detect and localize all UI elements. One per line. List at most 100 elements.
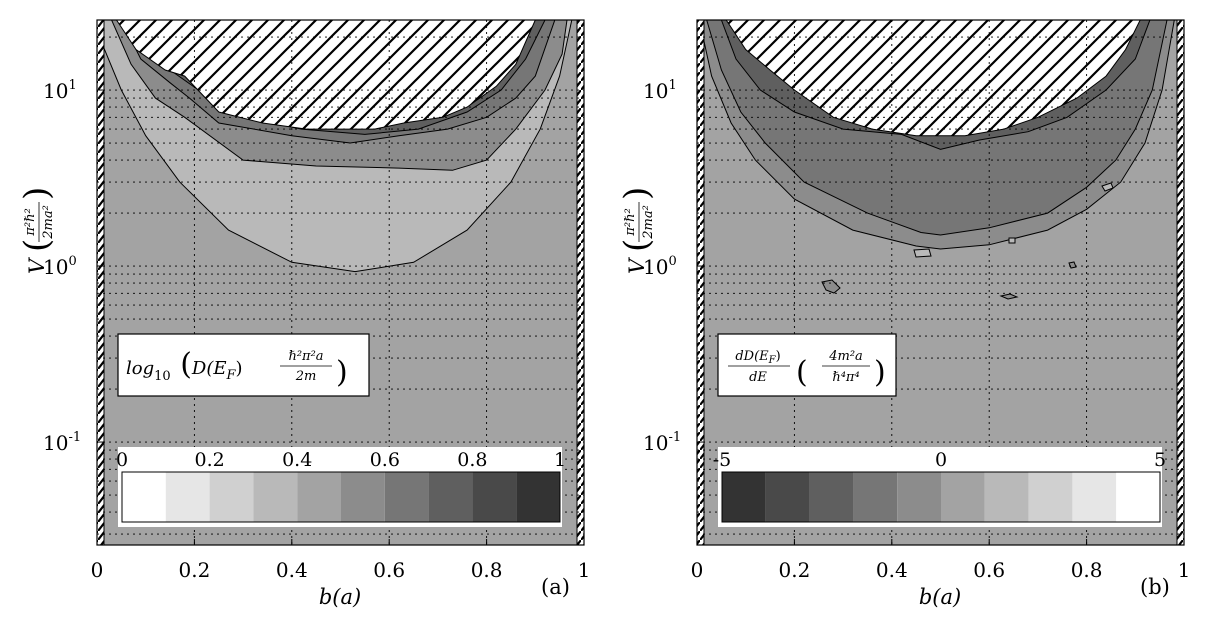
colorbar-label-a: 0.8 bbox=[457, 449, 487, 471]
colorbar-labels-a: 0 0.2 0.4 0.6 0.8 1 bbox=[116, 449, 566, 471]
legend-sub-a: 10 bbox=[154, 369, 171, 384]
colorbar-cell-a bbox=[384, 472, 429, 522]
legend-frac-num-b: dD(E bbox=[735, 349, 769, 364]
legend-argsub-a: F bbox=[226, 368, 237, 383]
x-axis-title-b: b(a) bbox=[919, 585, 961, 609]
colorbar-cell-a bbox=[165, 472, 210, 522]
island-2-b bbox=[999, 293, 1019, 300]
x-tick-label-b: 1 bbox=[1178, 558, 1191, 582]
legend-frac-den-a: 2m bbox=[295, 369, 317, 384]
colorbar-label-a: 0.6 bbox=[370, 449, 400, 471]
legend-func-a: log bbox=[126, 358, 154, 379]
colorbar-label-b: -5 bbox=[713, 449, 732, 471]
x-tick-label-b: 0.2 bbox=[778, 558, 810, 582]
y-axis-var-b: V bbox=[625, 257, 649, 274]
x-tick-label-a: 0 bbox=[91, 558, 104, 582]
colorbar-label-b: 5 bbox=[1154, 449, 1166, 471]
svg-text:): ) bbox=[336, 355, 348, 390]
x-ticks-a: 0 0.2 0.4 0.6 0.8 1 bbox=[91, 539, 591, 582]
colorbar-cell-a bbox=[341, 472, 385, 522]
x-tick-label-b: 0 bbox=[691, 558, 704, 582]
right-edge-hatch-b bbox=[1176, 19, 1185, 546]
x-axis-title-a: b(a) bbox=[319, 585, 361, 609]
colorbar-cells-a bbox=[121, 471, 561, 523]
colorbar-cell-b bbox=[897, 472, 941, 522]
island-4-b bbox=[913, 248, 932, 258]
x-ticks-b: 0 0.2 0.4 0.6 0.8 1 bbox=[691, 539, 1191, 582]
legend-b: dD(EF) dE ( 4m²a ℏ⁴π⁴ ) bbox=[717, 333, 897, 397]
panel-label-a: (a) bbox=[541, 575, 570, 599]
legend-factor-den-b: ℏ⁴π⁴ bbox=[832, 370, 859, 385]
left-edge-hatch-b bbox=[696, 19, 705, 546]
colorbar-cells-b bbox=[721, 471, 1161, 523]
legend-factor-num-b: 4m²a bbox=[828, 349, 863, 364]
y-axis-title-a: V ( π²ℏ² 2ma² ) bbox=[17, 187, 57, 274]
legend-arg-a: D(E bbox=[191, 358, 227, 379]
colorbar-cell-b bbox=[853, 472, 898, 522]
forbidden-region-a bbox=[116, 20, 536, 130]
y-tick-label-a: 100 bbox=[43, 254, 77, 279]
heatmap-area-b bbox=[697, 20, 1184, 545]
plot-frame-b bbox=[696, 19, 1185, 546]
y-axis-factor-den-a: 2ma² bbox=[41, 205, 56, 240]
x-tick-label-b: 0.8 bbox=[1071, 558, 1103, 582]
y-ticks-a: 101 100 10-1 bbox=[43, 78, 103, 455]
y-tick-label-a: 101 bbox=[43, 78, 77, 103]
panel-label-b: (b) bbox=[1140, 575, 1170, 599]
svg-text:(: ( bbox=[796, 355, 808, 390]
colorbar-cell-b bbox=[765, 472, 810, 522]
colorbar-frame-a bbox=[121, 471, 561, 523]
legend-frac-den-b: dE bbox=[749, 370, 767, 385]
x-tick-label-b: 0.4 bbox=[876, 558, 908, 582]
x-tick-label-a: 0.6 bbox=[373, 558, 405, 582]
svg-text:): ) bbox=[874, 355, 886, 390]
colorbar-cell-a bbox=[472, 472, 517, 522]
colorbar-cell-b bbox=[941, 472, 985, 522]
right-edge-hatch-a bbox=[576, 19, 585, 546]
island-6-b bbox=[1101, 182, 1114, 192]
svg-text:(: ( bbox=[617, 239, 657, 252]
x-tick-label-a: 0.4 bbox=[276, 558, 308, 582]
svg-text:): ) bbox=[617, 187, 657, 200]
y-tick-label-b: 101 bbox=[643, 78, 677, 103]
svg-text:log10 (D(EF): log10 (D(EF) bbox=[126, 347, 243, 384]
y-tick-label-b: 10-1 bbox=[643, 430, 681, 455]
colorbar-cell-b bbox=[1028, 472, 1073, 522]
colorbar-cell-a bbox=[253, 472, 298, 522]
colorbar-label-b: 0 bbox=[935, 449, 947, 471]
colorbar-cell-b bbox=[809, 472, 854, 522]
colorbar-cell-b bbox=[1072, 472, 1117, 522]
island-1-b bbox=[821, 279, 841, 294]
legend-frac-num-sub-b: F bbox=[768, 355, 777, 366]
x-tick-label-a: 1 bbox=[578, 558, 591, 582]
colorbar-label-a: 1 bbox=[554, 449, 566, 471]
x-tick-label-a: 0.8 bbox=[471, 558, 503, 582]
colorbar-labels-b: -5 0 5 bbox=[713, 449, 1166, 471]
panel-b: 0 0.2 0.4 0.6 0.8 1 101 100 10-1 dD(EF) dE ( 4m… bbox=[617, 19, 1191, 609]
legend-a: log10 (D(EF) ℏ²π²a 2m ) bbox=[117, 333, 370, 397]
x-tick-label-a: 0.2 bbox=[178, 558, 210, 582]
y-axis-title-b: V ( π²ℏ² 2ma² ) bbox=[617, 187, 657, 274]
legend-frac-num-a: ℏ²π²a bbox=[288, 349, 323, 364]
y-axis-var-a: V bbox=[25, 257, 49, 274]
colorbar-cell-a bbox=[297, 472, 341, 522]
island-5-b bbox=[1008, 237, 1016, 244]
svg-text:dD(EF): dD(EF) bbox=[735, 349, 780, 366]
heatmap-area-a bbox=[97, 20, 584, 545]
colorbar-label-a: 0.4 bbox=[282, 449, 312, 471]
svg-text:): ) bbox=[17, 187, 57, 200]
svg-text:(: ( bbox=[17, 239, 57, 252]
legend-box-a bbox=[117, 333, 370, 397]
colorbar-cell-a bbox=[209, 472, 254, 522]
colorbar-b: -5 0 5 bbox=[713, 447, 1166, 527]
colorbar-cell-a bbox=[516, 472, 560, 522]
colorbar-cell-a bbox=[428, 472, 473, 522]
y-ticks-b: 101 100 10-1 bbox=[643, 78, 703, 455]
y-axis-factor-num-b: π²ℏ² bbox=[623, 208, 638, 236]
colorbar-cell-b bbox=[1116, 472, 1160, 522]
colorbar-label-a: 0.2 bbox=[194, 449, 224, 471]
y-tick-label-a: 10-1 bbox=[43, 430, 81, 455]
x-tick-label-b: 0.6 bbox=[973, 558, 1005, 582]
